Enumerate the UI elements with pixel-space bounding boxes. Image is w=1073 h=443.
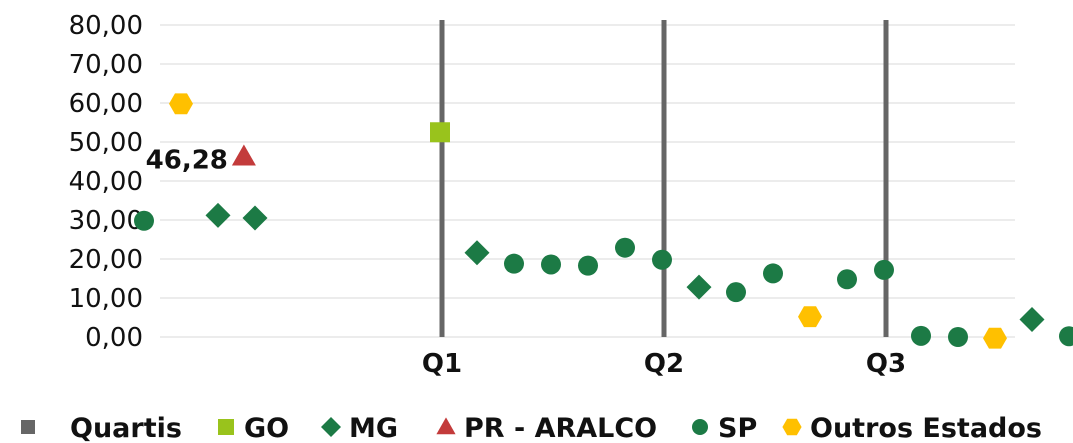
point-go [430, 122, 450, 143]
point-sp [726, 282, 746, 303]
quartile-label-q2: Q2 [644, 349, 684, 379]
point-sp [541, 254, 561, 275]
y-tick-label: 40,00 [69, 167, 143, 197]
y-tick-label: 10,00 [69, 284, 143, 314]
point-sp [652, 249, 672, 270]
point-sp [134, 210, 154, 231]
y-axis-ticks: 80,00 70,00 60,00 50,00 40,00 30,00 20,00 10,00… [69, 11, 143, 353]
legend-label-go: GO [244, 413, 289, 443]
y-tick-label: 50,00 [69, 128, 143, 158]
quartile-label-q3: Q3 [866, 349, 906, 379]
y-tick-label: 60,00 [69, 89, 143, 119]
point-sp [763, 263, 783, 284]
legend-label-sp: SP [718, 413, 757, 443]
legend: Quartis GO MG PR - ARALCO SP Outros Estados [21, 413, 1042, 443]
gridlines [160, 24, 1015, 338]
legend-marker-quartis [21, 420, 35, 434]
point-mg [242, 205, 268, 231]
point-sp [578, 255, 598, 276]
point-outros-estados [798, 306, 822, 328]
quartile-label-q1: Q1 [422, 349, 462, 379]
legend-marker-mg [321, 417, 341, 437]
point-mg [464, 240, 490, 266]
point-sp [948, 327, 968, 347]
legend-label-quartis: Quartis [70, 413, 182, 443]
point-outros-estados [983, 327, 1007, 349]
point-mg [205, 202, 231, 228]
data-labels: 46,28 [146, 146, 228, 176]
legend-marker-sp [692, 419, 708, 435]
y-tick-label: 30,00 [69, 206, 143, 236]
point-pr-aralco [231, 144, 256, 166]
data-points [134, 93, 1073, 349]
legend-marker-outros-estados [782, 418, 802, 436]
point-mg [686, 274, 712, 300]
legend-marker-pr-aralco [436, 417, 456, 435]
y-tick-label: 0,00 [85, 323, 143, 353]
point-sp [837, 269, 857, 290]
point-sp [1059, 326, 1073, 347]
point-sp [874, 259, 894, 280]
point-sp [615, 237, 635, 258]
y-tick-label: 80,00 [69, 11, 143, 41]
legend-label-mg: MG [349, 413, 398, 443]
legend-marker-go [218, 419, 234, 435]
point-sp [504, 253, 524, 274]
point-outros-estados [169, 93, 193, 115]
data-label-pr-aralco: 46,28 [146, 146, 228, 176]
y-tick-label: 70,00 [69, 50, 143, 80]
legend-label-pr-aralco: PR - ARALCO [464, 413, 657, 443]
legend-label-outros-estados: Outros Estados [810, 413, 1042, 443]
point-sp [911, 325, 931, 346]
quartile-lines: Q1 Q2 Q3 [422, 20, 906, 379]
y-tick-label: 20,00 [69, 245, 143, 275]
point-mg [1019, 306, 1045, 332]
